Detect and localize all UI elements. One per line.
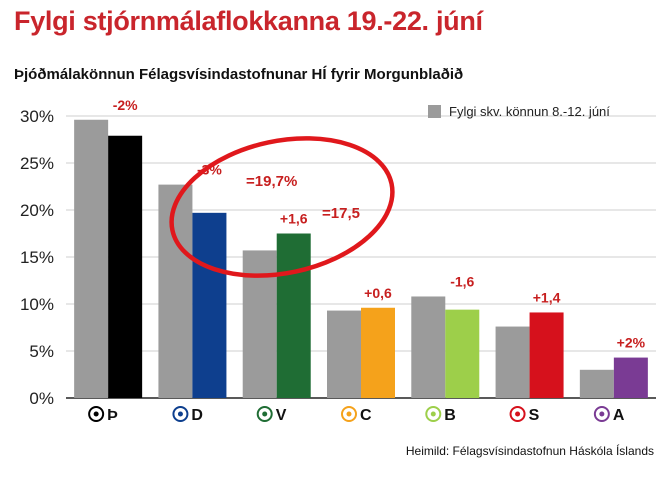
change-label-C: +0,6 xyxy=(364,285,392,301)
chart-title: Fylgi stjórnmálaflokkanna 19.-22. júní xyxy=(14,6,483,36)
bf-logo-icon xyxy=(593,406,610,422)
bar-previous-V xyxy=(242,250,277,398)
star-logo-icon xyxy=(341,406,357,422)
change-label-S: +1,4 xyxy=(533,289,561,305)
bar-current-V xyxy=(276,233,311,398)
bar-current-C xyxy=(361,307,395,398)
y-tick-label: 25% xyxy=(20,154,54,173)
y-axis-tick-labels: 0% 5% 10% 15% 20% 25% 30% xyxy=(20,107,54,408)
source-note: Heimild: Félagsvísindastofnun Háskóla Ís… xyxy=(405,444,654,458)
annotation-d-total: =19,7% xyxy=(246,173,297,190)
bar-current-B xyxy=(445,309,480,398)
bar-previous-Þ xyxy=(74,119,109,398)
category-label-C: C xyxy=(360,407,372,424)
category-label-S: S xyxy=(529,407,540,424)
annotation-v-total: =17,5 xyxy=(322,205,360,222)
category-label-Þ: Þ xyxy=(107,407,118,424)
change-label-V: +1,6 xyxy=(280,211,308,227)
category-label-V: V xyxy=(276,407,287,424)
rose-logo-icon xyxy=(509,406,526,422)
book-logo-icon xyxy=(425,406,442,422)
handwritten-annotations: =19,7% =17,5 xyxy=(169,136,395,278)
y-tick-label: 15% xyxy=(20,248,54,267)
y-tick-label: 10% xyxy=(20,295,54,314)
bar-previous-D xyxy=(158,184,193,398)
bar-current-A xyxy=(613,357,648,398)
bar-previous-A xyxy=(579,369,614,398)
category-label-A: A xyxy=(613,407,625,424)
change-label-D: -3% xyxy=(197,162,222,178)
bar-current-S xyxy=(529,312,564,398)
bar-previous-S xyxy=(495,326,530,398)
y-tick-label: 30% xyxy=(20,107,54,126)
change-label-A: +2% xyxy=(617,335,646,351)
legend: Fylgi skv. könnun 8.-12. júní xyxy=(428,104,610,119)
bar-previous-B xyxy=(411,296,446,398)
chart-subtitle: Þjóðmálakönnun Félagsvísindastofnunar HÍ… xyxy=(14,66,464,83)
legend-label: Fylgi skv. könnun 8.-12. júní xyxy=(449,104,610,119)
category-label-B: B xyxy=(444,407,456,424)
bar-current-D xyxy=(192,212,227,398)
change-labels: -2% -3% +1,6 +0,6 -1,6 +1,4 +2% xyxy=(113,97,646,351)
pirate-logo-icon xyxy=(88,406,105,422)
change-label-B: -1,6 xyxy=(450,273,474,289)
y-tick-label: 5% xyxy=(29,342,54,361)
falcon-logo-icon xyxy=(172,406,189,422)
y-tick-label: 0% xyxy=(29,389,54,408)
change-label-Þ: -2% xyxy=(113,97,138,113)
bar-current-Þ xyxy=(108,135,143,399)
legend-swatch xyxy=(428,105,441,118)
bars xyxy=(74,119,648,399)
y-tick-label: 20% xyxy=(20,201,54,220)
leaf-logo-icon xyxy=(256,406,273,422)
highlight-circle xyxy=(169,136,395,278)
category-label-D: D xyxy=(191,407,203,424)
bar-previous-C xyxy=(327,310,361,398)
